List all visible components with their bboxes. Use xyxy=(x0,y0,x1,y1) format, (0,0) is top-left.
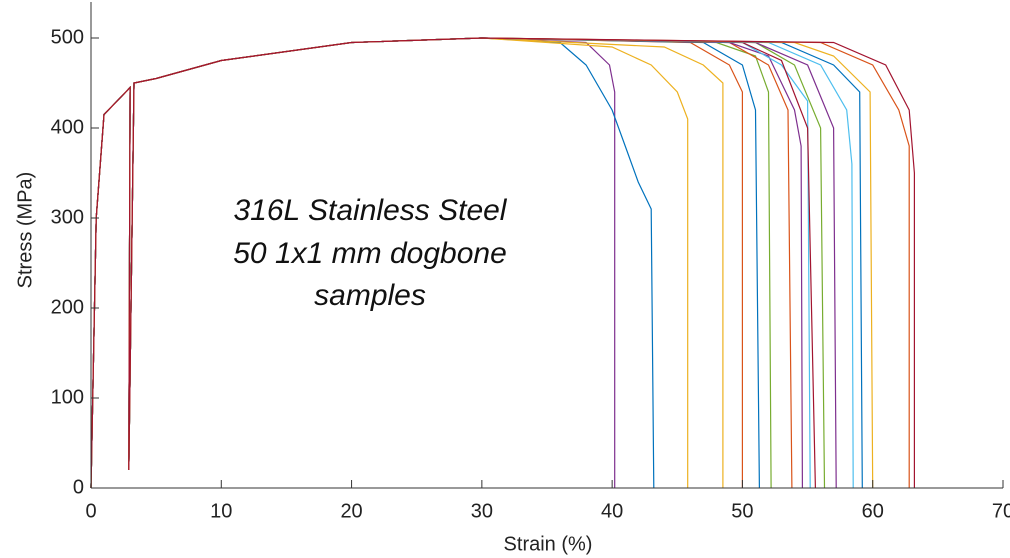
y-tick-label: 0 xyxy=(73,476,84,498)
y-tick-label: 400 xyxy=(51,116,84,138)
x-tick-label: 70 xyxy=(992,500,1010,522)
x-tick-label: 60 xyxy=(862,500,884,522)
x-axis-label: Strain (%) xyxy=(504,533,593,555)
annotation: samples xyxy=(314,279,426,312)
annotation: 50 1x1 mm dogbone xyxy=(233,237,507,270)
x-tick-label: 50 xyxy=(731,500,753,522)
x-tick-label: 10 xyxy=(210,500,232,522)
annotation: 316L Stainless Steel xyxy=(234,194,508,227)
y-tick-label: 300 xyxy=(51,206,84,228)
x-tick-label: 20 xyxy=(340,500,362,522)
x-tick-label: 0 xyxy=(85,500,96,522)
y-tick-label: 100 xyxy=(51,386,84,408)
y-tick-label: 200 xyxy=(51,296,84,318)
series-line xyxy=(90,37,915,489)
x-tick-label: 40 xyxy=(601,500,623,522)
y-tick-label: 500 xyxy=(51,26,84,48)
x-tick-label: 30 xyxy=(471,500,493,522)
y-axis-label: Stress (MPa) xyxy=(14,172,36,289)
